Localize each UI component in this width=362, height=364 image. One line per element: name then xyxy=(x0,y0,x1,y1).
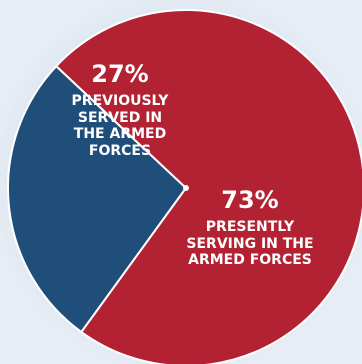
slice-percent-previously-served: 27% xyxy=(91,60,149,88)
slice-label-presently-serving: 73% PRESENTLY SERVING IN THE ARMED FORCE… xyxy=(166,186,334,269)
pie-slice-previously-served xyxy=(7,64,188,334)
slice-text-previously-served: PREVIOUSLY SERVED IN THE ARMED FORCES xyxy=(71,92,169,160)
pie-slice-presently-serving xyxy=(54,9,362,364)
pie-slices xyxy=(7,9,362,364)
slice-percent-presently-serving: 73% xyxy=(221,186,279,214)
pie-center-dot xyxy=(183,185,189,191)
slice-label-previously-served: 27% PREVIOUSLY SERVED IN THE ARMED FORCE… xyxy=(58,60,182,160)
slice-text-presently-serving: PRESENTLY SERVING IN THE ARMED FORCES xyxy=(186,218,314,269)
